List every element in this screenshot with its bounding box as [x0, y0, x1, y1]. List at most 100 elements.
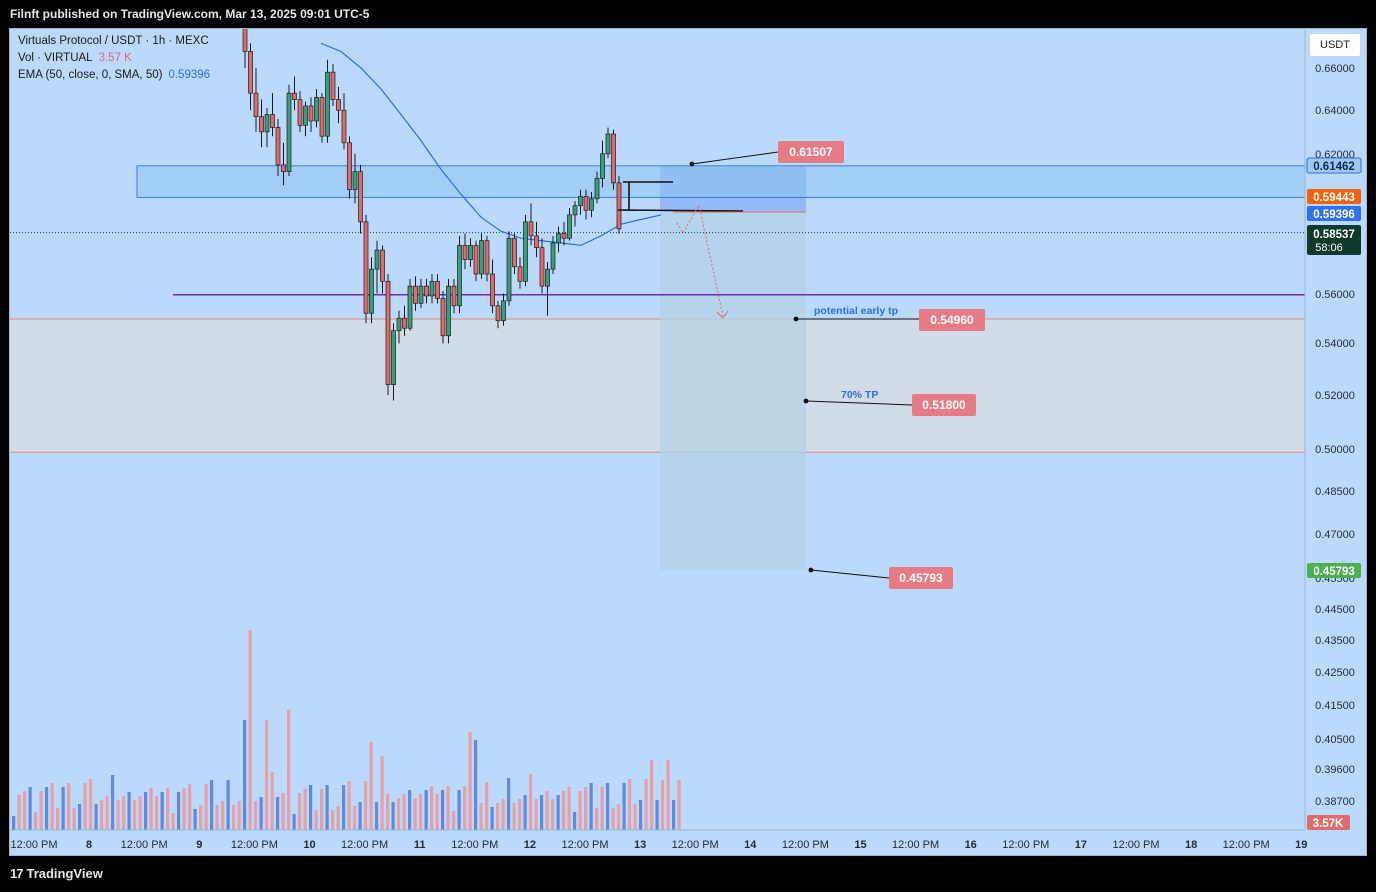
volume-bar [94, 804, 98, 830]
candle-body-bear [330, 71, 336, 100]
tradingview-logo[interactable]: 17 TradingView [10, 866, 103, 881]
volume-bar [237, 801, 241, 830]
callout-value: 0.51800 [922, 398, 966, 412]
candle [407, 278, 413, 331]
price-tick-label: 0.50000 [1315, 444, 1355, 456]
candle-body-bull [429, 280, 435, 297]
volume-bar [677, 780, 681, 830]
candle [336, 86, 341, 124]
price-tag-value: 0.59396 [1313, 209, 1355, 221]
candle-body-bull [468, 244, 473, 260]
attribution-bar: Filnft published on TradingView.com, Mar… [0, 0, 1376, 28]
candle-body-bear [347, 142, 352, 191]
volume-bar [149, 788, 153, 830]
volume-bar [633, 804, 637, 830]
time-tick-label: 11 [414, 839, 426, 851]
volume-tag-box [1307, 815, 1350, 830]
price-tick-label: 0.54000 [1315, 338, 1355, 350]
price-callout: 0.51800 70% TP [803, 389, 976, 416]
candle-body-bear [528, 221, 534, 237]
candle-body-bear [484, 240, 490, 275]
callout-value: 0.45793 [899, 571, 943, 585]
callout-dot [689, 161, 695, 167]
volume-bar [353, 806, 357, 830]
currency-unit-button[interactable]: USDT [1309, 33, 1361, 57]
candle [484, 235, 490, 282]
volume-bar [589, 783, 593, 830]
volume-bar [452, 811, 456, 830]
candle-body-bear [275, 127, 281, 166]
volume-bar [419, 794, 423, 830]
volume-bar [265, 720, 269, 830]
volume-bar [243, 720, 247, 830]
footer-bar [0, 856, 1376, 892]
time-tick-label: 12:00 PM [892, 839, 939, 851]
time-tick-label: 15 [854, 839, 866, 851]
volume-bar [39, 791, 43, 830]
tradingview-icon: 17 [10, 866, 24, 881]
ema-line [320, 42, 662, 246]
candle [275, 118, 281, 177]
volume-bar [540, 795, 544, 830]
volume-bar [622, 783, 626, 830]
volume-bar [331, 810, 335, 830]
volume-bar [364, 781, 368, 830]
candle [402, 305, 407, 336]
candle-body-bull [605, 133, 611, 155]
candle-body-bear [308, 105, 314, 122]
price-tick-label: 0.39600 [1315, 764, 1355, 776]
candle [451, 278, 457, 314]
volume-bar [111, 775, 115, 830]
volume-bar [188, 784, 192, 830]
volume-bar [529, 774, 533, 830]
volume-bar [501, 799, 505, 830]
candle-body-bear [363, 221, 369, 314]
volume-value: 3.57 K [98, 52, 132, 64]
candle-body-bull [589, 198, 594, 211]
volume-bar [100, 800, 104, 830]
candle-body-bear [424, 285, 429, 297]
volume-bar [127, 792, 131, 830]
volume-bar [380, 756, 384, 830]
candle-body-bull [391, 330, 396, 386]
price-tick-label: 0.56000 [1315, 289, 1355, 301]
candle-body-bull [479, 240, 484, 275]
chart-area[interactable]: 0.61507 0.54960 potential early tp 0.51800 7… [9, 28, 1367, 856]
legend-symbol: Virtuals Protocol / USDT · 1h · MEXC [18, 35, 209, 47]
candle [534, 221, 539, 258]
volume-bar [171, 813, 175, 830]
logo-text: TradingView [26, 866, 103, 881]
volume-bar [298, 793, 302, 830]
time-tick-label: 12:00 PM [1223, 839, 1270, 851]
volume-bar [617, 804, 621, 830]
time-tick-label: 12:00 PM [341, 839, 388, 851]
time-tick-label: 14 [744, 839, 757, 851]
candle [363, 214, 369, 324]
volume-bar [254, 801, 258, 830]
candle-body-bear [297, 99, 303, 126]
volume-bar [523, 795, 527, 830]
candle-body-bull [314, 97, 319, 122]
candle-body-bear [281, 164, 286, 172]
callout-line [810, 569, 890, 579]
time-tick-label: 12:00 PM [451, 839, 498, 851]
candle [523, 214, 528, 287]
volume-bar [534, 799, 538, 830]
candle-body-bear [539, 247, 545, 287]
price-chart[interactable]: 0.61507 0.54960 potential early tp 0.51800 7… [10, 29, 1367, 856]
volume-bar [232, 805, 236, 830]
callout-value: 0.61507 [789, 145, 833, 159]
volume-bar [116, 800, 120, 830]
volume-bar [584, 787, 588, 830]
price-tag-box [1307, 563, 1361, 578]
legend-volume: Vol · VIRTUAL 3.57 K [18, 52, 132, 64]
volume-bar [424, 790, 428, 830]
candle [330, 63, 336, 106]
candle [556, 226, 561, 253]
volume-bar [573, 812, 577, 830]
flag-pattern [617, 182, 744, 212]
volume-bar [463, 786, 467, 830]
volume-bar [336, 806, 340, 830]
candle-body-bear [611, 133, 616, 184]
